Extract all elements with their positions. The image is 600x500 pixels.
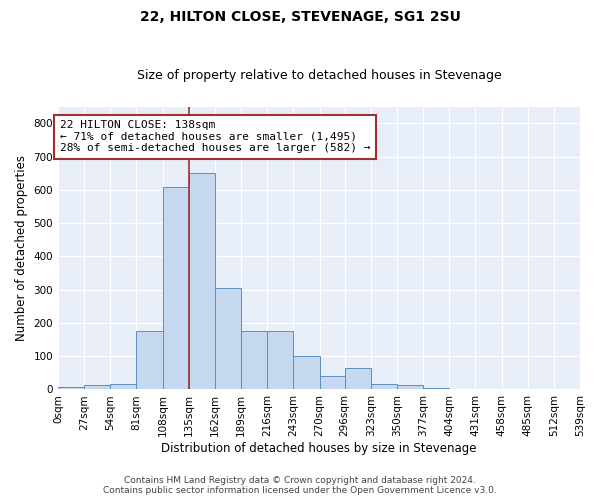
Bar — [84, 386, 110, 390]
Bar — [110, 384, 136, 390]
Bar — [344, 368, 371, 390]
Title: Size of property relative to detached houses in Stevenage: Size of property relative to detached ho… — [137, 69, 502, 82]
Bar — [241, 332, 267, 390]
Text: 22 HILTON CLOSE: 138sqm
← 71% of detached houses are smaller (1,495)
28% of semi: 22 HILTON CLOSE: 138sqm ← 71% of detache… — [60, 120, 370, 154]
Bar — [397, 386, 423, 390]
X-axis label: Distribution of detached houses by size in Stevenage: Distribution of detached houses by size … — [161, 442, 477, 455]
Bar — [163, 186, 189, 390]
Bar — [293, 356, 320, 390]
Bar — [267, 332, 293, 390]
Y-axis label: Number of detached properties: Number of detached properties — [15, 155, 28, 341]
Bar — [320, 376, 346, 390]
Bar — [136, 332, 163, 390]
Bar — [371, 384, 397, 390]
Bar — [189, 174, 215, 390]
Bar — [215, 288, 241, 390]
Text: Contains HM Land Registry data © Crown copyright and database right 2024.
Contai: Contains HM Land Registry data © Crown c… — [103, 476, 497, 495]
Text: 22, HILTON CLOSE, STEVENAGE, SG1 2SU: 22, HILTON CLOSE, STEVENAGE, SG1 2SU — [140, 10, 460, 24]
Bar — [58, 387, 84, 390]
Bar — [423, 388, 449, 390]
